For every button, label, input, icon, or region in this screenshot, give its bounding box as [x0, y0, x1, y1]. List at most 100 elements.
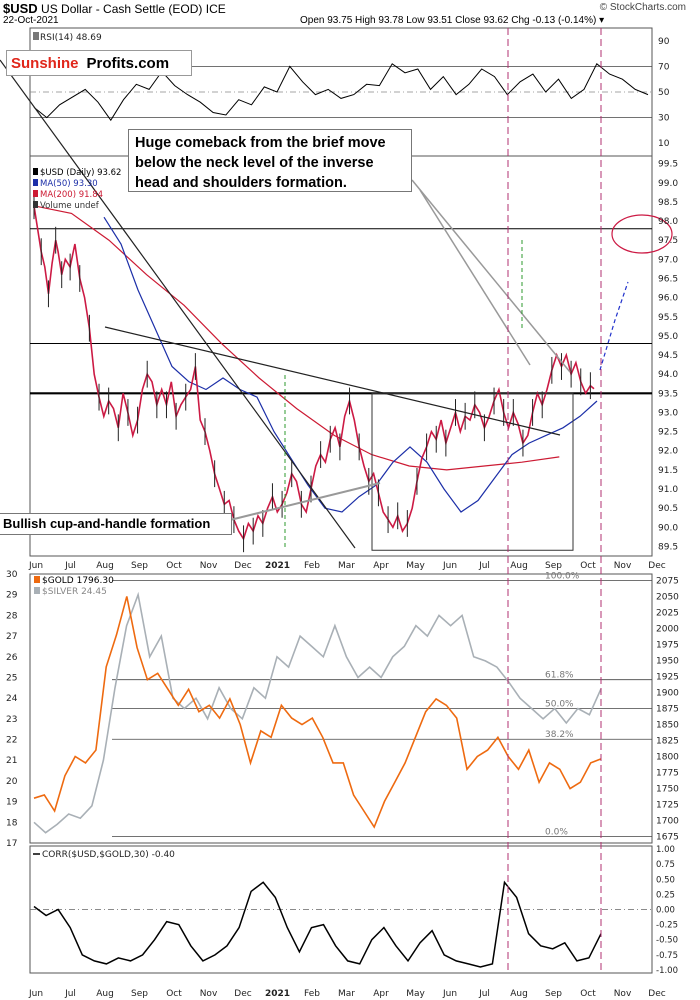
gold-ytick: 1925	[656, 672, 679, 682]
silver-ytick: 22	[6, 736, 17, 746]
usd-xlabel: Sep	[131, 561, 148, 571]
usd-ytick: 91.5	[658, 466, 678, 476]
chart-date: 22-Oct-2021	[3, 15, 59, 26]
usd-legend-icon	[33, 190, 38, 197]
usd-ytick: 96.0	[658, 294, 678, 304]
usd-legend-icon	[33, 201, 38, 208]
fib-label: 61.8%	[545, 671, 574, 681]
gold-ytick: 1825	[656, 737, 679, 747]
logo-part-profits: Profits.com	[86, 54, 170, 72]
rsi-ytick: 10	[658, 139, 670, 149]
comeback-callout: Huge comeback from the brief move below …	[128, 129, 412, 192]
callout-pointer-1	[419, 189, 531, 366]
callout-line-2: below the neck level of the inverse	[135, 155, 374, 171]
usd-xlabel: Sep	[545, 561, 562, 571]
usd-ytick: 91.0	[658, 485, 678, 495]
corr-xlabel: Dec	[234, 989, 251, 999]
usd-xlabel: Oct	[580, 561, 596, 571]
silver-line	[33, 591, 602, 834]
usd-xlabel: Dec	[648, 561, 665, 571]
downtrend-line	[0, 59, 356, 549]
usd-ytick: 89.5	[658, 542, 678, 552]
corr-ytick: -1.00	[656, 966, 678, 976]
usd-ytick: 97.5	[658, 236, 678, 246]
exchange: ICE	[205, 2, 226, 16]
usd-xlabel: 2021	[265, 561, 290, 571]
callout-line-3: head and shoulders formation.	[135, 175, 347, 191]
corr-xlabel: Sep	[545, 989, 562, 999]
usd-ytick: 99.5	[658, 160, 678, 170]
silver-ytick: 23	[6, 715, 17, 725]
rsi-line	[33, 63, 649, 122]
gold-ytick: 2075	[656, 576, 679, 586]
usd-ytick: 90.5	[658, 504, 678, 514]
logo-part-sunshine: Sunshine	[7, 54, 85, 72]
silver-ytick: 28	[6, 611, 18, 621]
usd-xlabel: Oct	[166, 561, 182, 571]
corr-xlabel: Jul	[478, 989, 490, 999]
usd-ytick: 98.0	[658, 217, 678, 227]
gold-line	[33, 596, 602, 829]
usd-xlabel: Nov	[200, 561, 218, 571]
usd-ytick: 99.0	[658, 179, 678, 189]
ohlc-readout: Open 93.75 High 93.78 Low 93.51 Close 93…	[300, 15, 605, 26]
silver-ytick: 20	[6, 777, 18, 787]
gold-ytick: 1675	[656, 833, 679, 843]
corr-legend: CORR($USD,$GOLD,30) -0.40	[42, 850, 175, 860]
ma50-line	[103, 216, 598, 513]
corr-xlabel: Sep	[131, 989, 148, 999]
usd-xlabel: Jul	[64, 561, 76, 571]
gold-ytick: 1700	[656, 817, 679, 827]
silver-ytick: 18	[6, 818, 18, 828]
neckline	[104, 326, 561, 436]
usd-xlabel: Jul	[478, 561, 490, 571]
gold-legend: $GOLD 1796.30	[42, 576, 114, 586]
panel-frame-usd	[29, 155, 653, 557]
gold-ytick: 1775	[656, 769, 679, 779]
usd-xlabel: Jun	[442, 561, 457, 571]
gold-ytick: 2050	[656, 592, 679, 602]
callout-pointer-2	[411, 179, 571, 373]
usd-xlabel: Aug	[510, 561, 528, 571]
callout-line-1: Huge comeback from the brief move	[135, 135, 386, 151]
usd-xlabel: Nov	[614, 561, 632, 571]
usd-xlabel: Aug	[96, 561, 114, 571]
gold-ytick: 1975	[656, 640, 679, 650]
usd-price-line	[33, 205, 595, 541]
ma200-line	[33, 205, 560, 471]
corr-xlabel: May	[406, 989, 425, 999]
corr-ytick: 0.75	[656, 860, 675, 870]
gold-ytick: 1750	[656, 785, 679, 795]
series-layer	[33, 63, 649, 968]
overlay-layer	[0, 28, 673, 973]
corr-xlabel: Apr	[373, 989, 389, 999]
usd-ytick: 92.0	[658, 447, 678, 457]
corr-xlabel: Dec	[648, 989, 665, 999]
corr-xlabel: 2021	[265, 989, 290, 999]
usd-xlabel: Apr	[373, 561, 389, 571]
target-ellipse	[611, 214, 673, 254]
fib-label: 100.0%	[545, 571, 580, 581]
gold-legend-icon	[34, 576, 40, 583]
usd-ytick: 95.5	[658, 313, 678, 323]
source-credit: © StockCharts.com	[599, 2, 686, 13]
usd-ytick: 93.0	[658, 408, 678, 418]
usd-xlabel: Mar	[338, 561, 355, 571]
gold-ytick: 1725	[656, 801, 679, 811]
usd-legend-icon	[33, 179, 38, 186]
corr-xlabel: Oct	[166, 989, 182, 999]
usd-ytick: 98.5	[658, 198, 678, 208]
gold-ytick: 1850	[656, 721, 679, 731]
symbol: $USD	[3, 1, 38, 16]
usd-ytick: 95.0	[658, 332, 678, 342]
rsi-ytick: 50	[658, 88, 670, 98]
usd-legend-2: MA(200) 91.84	[40, 190, 103, 200]
silver-ytick: 24	[6, 694, 18, 704]
corr-xlabel: Mar	[338, 989, 355, 999]
corr-line	[33, 880, 602, 968]
usd-ytick: 90.0	[658, 523, 678, 533]
gold-ytick: 1875	[656, 705, 679, 715]
corr-xlabel: Jul	[64, 989, 76, 999]
cup-handle-callout: Bullish cup-and-handle formation	[0, 513, 232, 535]
usd-ytick: 92.5	[658, 428, 678, 438]
